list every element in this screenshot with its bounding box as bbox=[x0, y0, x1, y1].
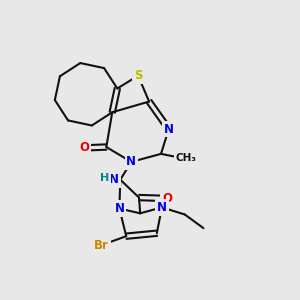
Text: N: N bbox=[109, 173, 119, 186]
Text: O: O bbox=[80, 141, 90, 154]
Text: N: N bbox=[114, 202, 124, 215]
Text: S: S bbox=[134, 69, 142, 82]
Text: H: H bbox=[100, 173, 110, 183]
Text: Br: Br bbox=[94, 238, 109, 252]
Text: N: N bbox=[126, 155, 136, 168]
Text: N: N bbox=[164, 123, 174, 136]
Text: O: O bbox=[162, 192, 172, 205]
Text: N: N bbox=[157, 201, 167, 214]
Text: CH₃: CH₃ bbox=[176, 153, 197, 163]
